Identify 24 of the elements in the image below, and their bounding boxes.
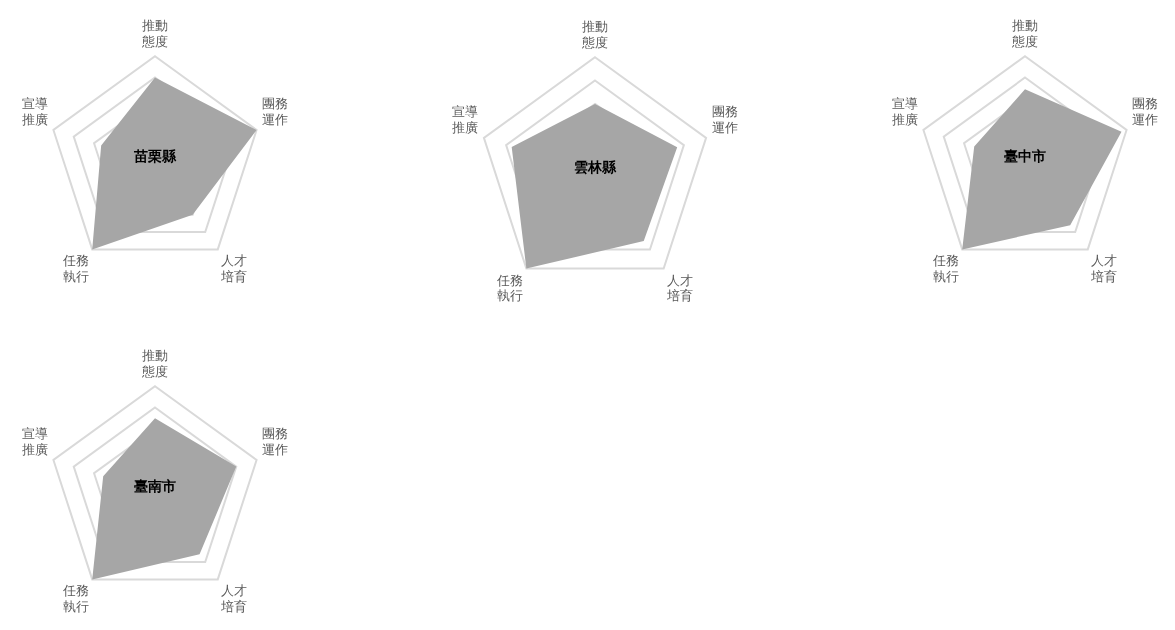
text: 臺中市: [1004, 148, 1046, 165]
spoke-label: 人才培育: [666, 272, 694, 304]
spoke-label: 人才培育: [220, 583, 248, 615]
spoke-label: 團務運作: [262, 96, 289, 127]
spoke-label: 任務執行: [495, 272, 523, 304]
spoke-label: 推動態度: [1011, 18, 1038, 49]
spoke-label: 團務運作: [1132, 96, 1159, 127]
spoke-label: 人才培育: [1090, 253, 1118, 285]
spoke-label: 宣導推廣: [452, 104, 479, 135]
spoke-label: 任務執行: [931, 253, 959, 285]
spoke-label: 團務運作: [711, 104, 738, 135]
spoke-label: 任務執行: [61, 583, 89, 615]
spoke-label: 推動態度: [141, 348, 168, 379]
text: 臺南市: [134, 478, 176, 495]
spoke-label: 任務執行: [61, 253, 89, 285]
spoke-label: 推動態度: [581, 19, 608, 50]
spoke-label: 團務運作: [262, 426, 289, 457]
spoke-label: 推動態度: [141, 18, 168, 49]
spoke-label: 人才培育: [220, 253, 248, 285]
spoke-label: 宣導推廣: [891, 96, 918, 127]
text: 雲林縣: [574, 158, 617, 175]
spoke-label: 宣導推廣: [21, 96, 48, 127]
text: 苗栗縣: [133, 148, 177, 165]
spoke-label: 宣導推廣: [21, 426, 48, 457]
